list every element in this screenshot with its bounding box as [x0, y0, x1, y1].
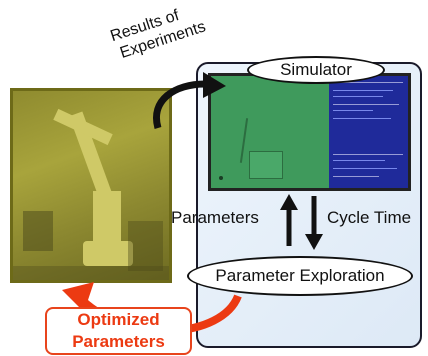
cycle-time-label: Cycle Time — [327, 208, 412, 227]
robot-photo — [10, 88, 172, 283]
parameters-arrow-head — [280, 194, 298, 210]
simulator-screen — [208, 73, 411, 191]
optimized-label-line1: Optimized — [77, 310, 160, 329]
results-arrow — [153, 80, 206, 129]
results-arrow-head — [203, 72, 226, 98]
simulation-status-panel — [329, 76, 408, 188]
simulation-viewport — [211, 76, 329, 188]
simulator-label: Simulator — [247, 56, 385, 84]
parameters-label: Parameters — [171, 208, 259, 227]
optimized-parameters-box: Optimized Parameters — [45, 307, 192, 355]
cycle-time-arrow-head — [305, 234, 323, 250]
optimized-label-line2: Parameters — [72, 332, 165, 351]
optimized-arrow-head — [62, 282, 94, 312]
parameter-exploration-label: Parameter Exploration — [187, 256, 413, 296]
